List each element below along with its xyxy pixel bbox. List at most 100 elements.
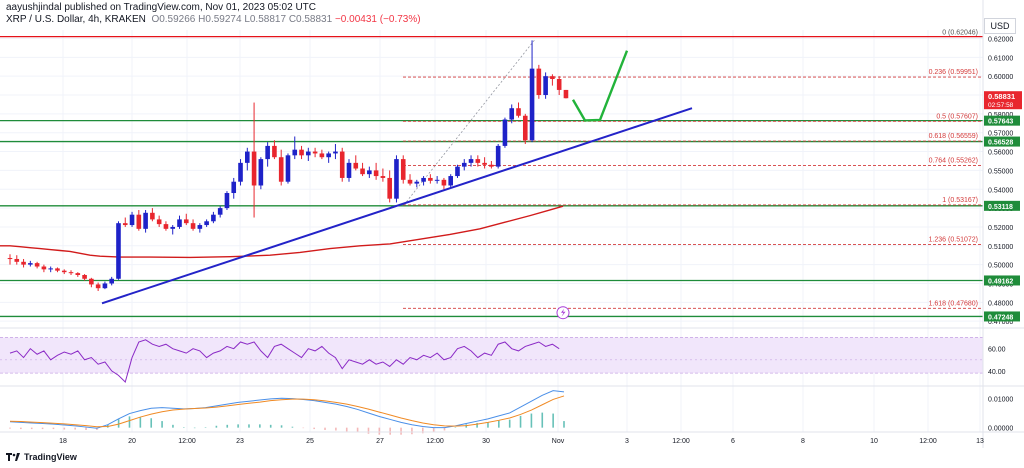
candle-23 (163, 224, 169, 229)
candle-20 (143, 212, 148, 229)
candle-63 (434, 179, 440, 181)
time-tick-2: 12:00 (178, 438, 196, 445)
candle-25 (177, 219, 182, 227)
macd-hist-39 (432, 427, 435, 433)
candle-42 (292, 149, 298, 156)
candle-54 (373, 170, 379, 177)
macd-hist-13 (150, 418, 153, 428)
level-badge-text-support-04916: 0.49162 (988, 278, 1013, 285)
tradingview-logo-icon (6, 453, 20, 461)
macd-hist-2 (30, 427, 33, 430)
candle-6 (48, 268, 53, 270)
candle-52 (360, 168, 365, 175)
price-tick-14: 0.61000 (988, 55, 1013, 62)
fib-label-2: 0.5 (0.57607) (936, 113, 978, 120)
price-tick-4: 0.51000 (988, 244, 1013, 251)
axes: 0.470000.480000.490000.500000.510000.520… (59, 0, 1022, 448)
macd-hist-43 (476, 422, 478, 428)
candle-69 (475, 159, 481, 163)
candle-5 (41, 266, 47, 270)
price-tick-9: 0.56000 (988, 150, 1013, 157)
time-tick-7: 30 (482, 438, 490, 445)
level-badge-support-05312 (984, 200, 1020, 211)
candle-71 (489, 164, 494, 167)
macd-hist-46 (508, 419, 511, 428)
candle-4 (34, 263, 40, 267)
candle-15 (109, 278, 114, 284)
current-price-value: 0.58831 (988, 92, 1015, 101)
symbol-ohlc-line: XRP / U.S. Dollar, 4h, KRAKEN O0.59266 H… (6, 14, 421, 26)
candle-12 (89, 278, 94, 285)
macd-hist-23 (259, 424, 261, 428)
macd-hist-31 (345, 427, 348, 432)
macd-line (9, 390, 565, 429)
candle-9 (68, 272, 74, 274)
candle-36 (251, 151, 257, 186)
candle-74 (509, 108, 515, 120)
candle-40 (278, 157, 284, 182)
rsi-tick-1: 40.00 (988, 369, 1006, 376)
macd-hist-0 (9, 427, 11, 429)
macd-hist-30 (335, 427, 337, 431)
macd-hist-49 (541, 412, 544, 428)
candle-81 (556, 79, 562, 90)
candle-62 (428, 177, 433, 181)
level-badge-text-support-05312: 0.53118 (988, 204, 1013, 211)
macd-hist-20 (226, 424, 229, 428)
price-tick-11: 0.58000 (988, 112, 1013, 119)
candle-28 (197, 225, 203, 229)
fib-label-1: 0.236 (0.59951) (929, 69, 978, 76)
candle-79 (543, 76, 548, 96)
symbol-name[interactable]: XRP / U.S. Dollar, 4h, KRAKEN (6, 14, 146, 25)
macd-hist-50 (552, 413, 554, 428)
macd-hist-5 (63, 427, 66, 430)
level-badge-support-05653 (984, 136, 1020, 147)
candle-35 (245, 151, 250, 163)
high-value: H0.59274 (198, 14, 242, 25)
lightning-icon (561, 308, 566, 317)
price-tick-5: 0.52000 (988, 225, 1013, 232)
candle-2 (21, 261, 26, 265)
currency-button[interactable]: USD (984, 18, 1016, 34)
candle-1 (14, 258, 20, 262)
candle-29 (204, 221, 209, 226)
candle-50 (346, 162, 352, 178)
ascending-trendline (101, 107, 693, 305)
price-pane: 0 (0.62046) 0.236 (0.59951) 0.5 (0.57607) 0… (0, 30, 983, 432)
footer-logo-text[interactable]: TradingView (24, 452, 77, 462)
rsi-pane (0, 327, 1024, 387)
level-badge-support-04916 (984, 275, 1020, 286)
candle-31 (217, 208, 223, 215)
current-price-countdown: 02:57:58 (988, 102, 1014, 109)
candle-14 (102, 283, 108, 289)
candle-73 (502, 119, 508, 146)
macd-hist-48 (530, 413, 533, 428)
macd-hist-32 (356, 427, 359, 433)
candle-24 (170, 226, 176, 229)
fib-label-0: 0 (0.62046) (942, 30, 978, 37)
candle-33 (231, 181, 237, 194)
macd-hist-22 (248, 424, 250, 428)
candle-45 (312, 151, 318, 154)
candle-65 (448, 176, 453, 186)
candle-30 (211, 214, 216, 222)
macd-hist-44 (487, 422, 489, 428)
time-tick-12: 8 (801, 438, 805, 445)
time-tick-15: 13 (976, 438, 984, 445)
candle-59 (407, 179, 413, 184)
candle-27 (190, 223, 196, 229)
candle-66 (455, 166, 460, 177)
candle-47 (326, 153, 331, 158)
candle-19 (136, 214, 142, 229)
macd-hist-37 (411, 427, 413, 435)
candle-37 (258, 159, 264, 186)
macd-pane (0, 390, 1024, 435)
level-badge-support-04725 (984, 311, 1020, 322)
candle-55 (380, 176, 386, 178)
candle-82 (563, 89, 569, 99)
time-tick-6: 12:00 (426, 438, 444, 445)
macd-hist-7 (85, 427, 87, 430)
time-tick-1: 20 (128, 438, 136, 445)
price-tick-13: 0.60000 (988, 74, 1013, 81)
